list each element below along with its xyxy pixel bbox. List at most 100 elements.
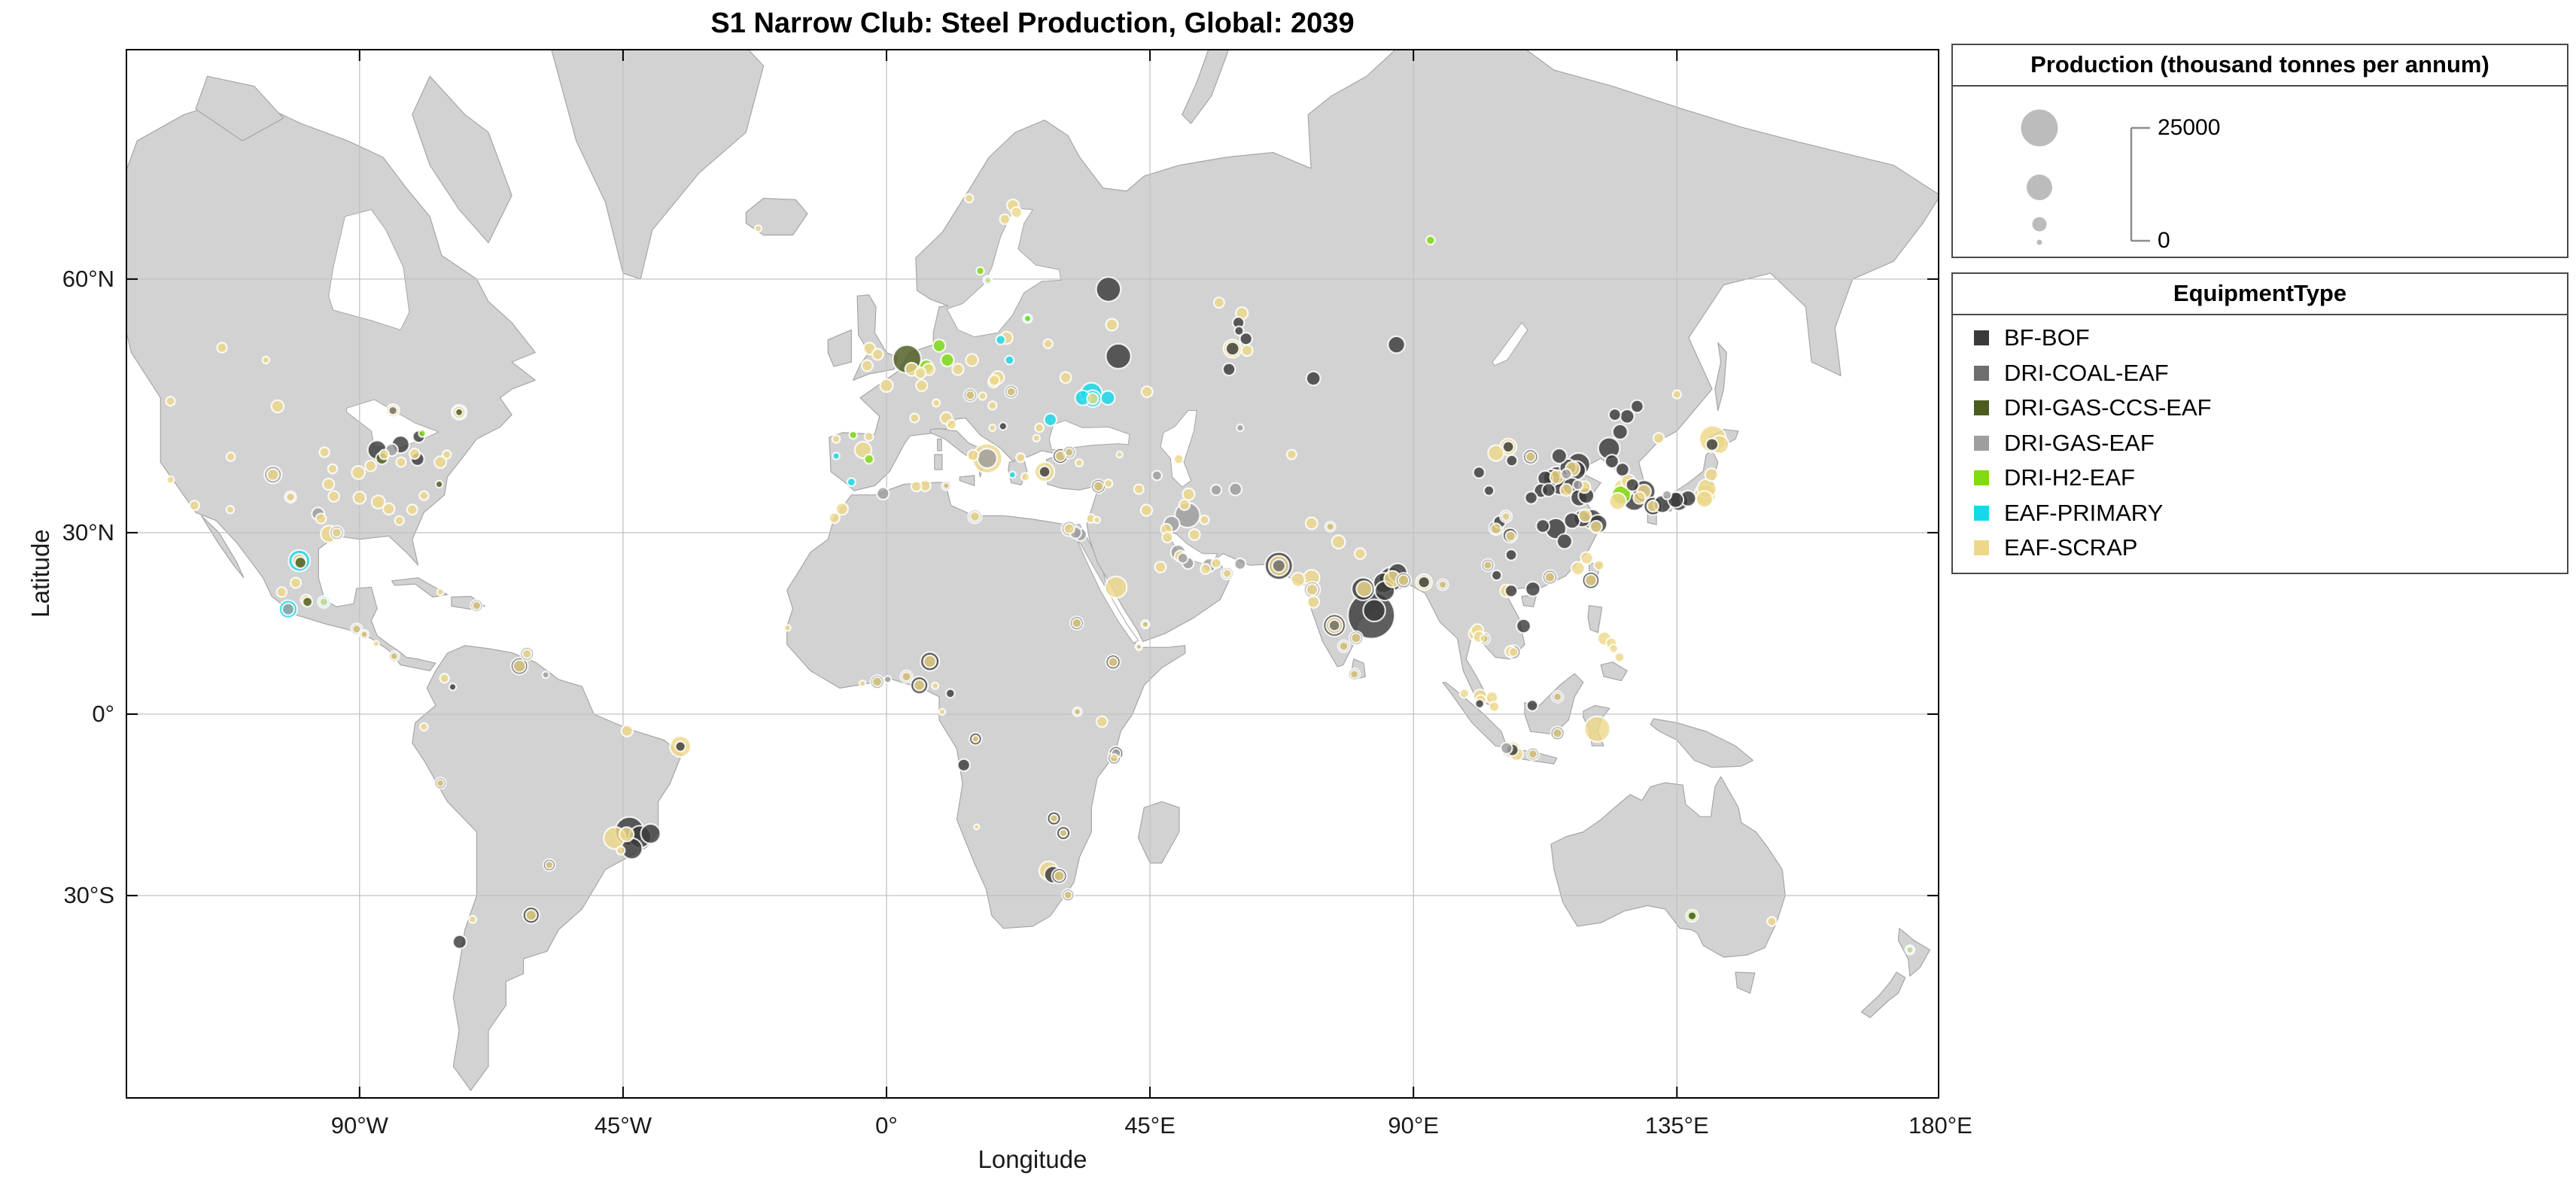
bubble-DRI-H2-EAF — [418, 429, 427, 438]
bubble-EAF-SCRAP — [909, 412, 920, 424]
bubble-EAF-SCRAP — [382, 502, 396, 516]
bubble-EAF-SCRAP — [1704, 467, 1719, 482]
bubble-DRI-H2-EAF — [932, 339, 947, 353]
bubble-DRI-H2-EAF — [940, 352, 955, 368]
bubble-EAF-SCRAP — [1063, 447, 1075, 458]
bubble-EAF-SCRAP — [360, 630, 369, 639]
bubble-EAF-SCRAP — [945, 418, 957, 430]
bubble-EAF-PRIMARY — [846, 477, 856, 488]
bubble-BF-BOF — [1472, 466, 1486, 479]
bubble-BF-BOF — [1524, 491, 1538, 505]
production-bubbles — [165, 193, 1916, 956]
bubble-DRI-GAS-EAF — [976, 447, 998, 470]
bubble-EAF-SCRAP — [327, 490, 341, 503]
bubble-EAF-SCRAP — [858, 680, 867, 688]
bubble-EAF-SCRAP — [1608, 643, 1620, 654]
bubble-EAF-SCRAP — [1488, 701, 1501, 713]
bubble-BF-BOF — [1474, 698, 1485, 710]
bubble-EAF-SCRAP — [442, 449, 452, 460]
bubble-DRI-GAS-CCS-EAF — [455, 407, 464, 417]
bubble-EAF-SCRAP — [395, 456, 407, 468]
bubble-EAF-SCRAP — [1306, 594, 1321, 609]
bubble-DRI-GAS-EAF — [541, 670, 550, 680]
bubble-EAF-SCRAP — [1349, 669, 1360, 680]
bubble-BF-BOF — [1483, 485, 1495, 497]
bubble-EAF-SCRAP — [1652, 432, 1665, 445]
bubble-EAF-SCRAP — [372, 640, 380, 648]
bubble-EAF-SCRAP — [439, 673, 450, 684]
axis-box — [126, 49, 1939, 1099]
bubble-BF-BOF — [1095, 276, 1122, 303]
x-tick-45°W: 45°W — [594, 1112, 652, 1139]
bubble-EAF-SCRAP — [1589, 519, 1603, 534]
legend-swatch-EAF-PRIMARY — [1974, 505, 1989, 521]
bubble-EAF-SCRAP — [1584, 573, 1598, 587]
equipment-type-legend: EquipmentType BF-BOF DRI-COAL-EAF DRI-GAS-… — [1951, 272, 2568, 574]
legend-item-DRI-GAS-EAF: DRI-GAS-EAF — [1953, 426, 2567, 461]
bubble-EAF-SCRAP — [914, 379, 929, 393]
bubble-EAF-SCRAP — [999, 213, 1011, 225]
legend-swatch-BF-BOF — [1974, 330, 1989, 345]
bubble-EAF-SCRAP — [1580, 551, 1594, 565]
bubble-EAF-SCRAP — [1240, 344, 1254, 357]
size-legend-title: Production (thousand tonnes per annum) — [1953, 45, 2567, 87]
bubble-EAF-SCRAP — [1172, 453, 1185, 465]
bubble-EAF-SCRAP — [1020, 472, 1030, 482]
bubble-EAF-SCRAP — [1135, 643, 1142, 651]
bubble-EAF-SCRAP — [971, 734, 981, 743]
bubble-EAF-SCRAP — [754, 224, 763, 233]
bubble-EAF-SCRAP — [1285, 448, 1297, 461]
bubble-DRI-GAS-EAF — [1209, 483, 1223, 497]
bubble-EAF-SCRAP — [1507, 646, 1519, 658]
bubble-DRI-GAS-EAF — [281, 602, 295, 616]
bubble-BF-BOF — [674, 740, 686, 753]
bubble-EAF-SCRAP — [951, 363, 965, 376]
bubble-EAF-SCRAP — [871, 348, 884, 361]
bubble-BF-BOF — [1504, 584, 1519, 598]
bubble-EAF-SCRAP — [931, 681, 940, 690]
bubble-BF-BOF — [1607, 408, 1622, 422]
bubble-EAF-SCRAP — [1290, 571, 1306, 588]
bubble-EAF-SCRAP — [1527, 749, 1538, 759]
size-legend-bubble — [2027, 175, 2052, 200]
bubble-BF-BOF — [1516, 618, 1531, 634]
bubble-EAF-SCRAP — [783, 624, 792, 632]
bubble-DRI-COAL-EAF — [1271, 558, 1286, 573]
bubble-BF-BOF — [1540, 482, 1556, 497]
bubble-EAF-SCRAP — [1141, 620, 1150, 628]
chart-title: S1 Narrow Club: Steel Production, Global… — [710, 8, 1355, 39]
bubble-DRI-GAS-EAF — [876, 486, 890, 501]
x-axis-label: Longitude — [978, 1145, 1087, 1173]
size-legend-bubble — [2036, 239, 2042, 245]
legend-label-EAF-PRIMARY: EAF-PRIMARY — [2004, 499, 2164, 526]
bubble-EAF-SCRAP — [914, 366, 927, 380]
legend-label-EAF-SCRAP: EAF-SCRAP — [2004, 534, 2138, 561]
bubble-DRI-GAS-EAF — [1500, 741, 1513, 756]
bubble-BF-BOF — [1501, 440, 1515, 454]
bubble-EAF-SCRAP — [1092, 480, 1105, 493]
bubble-EAF-SCRAP — [468, 914, 478, 924]
size-legend-max-label: 25000 — [2158, 115, 2221, 140]
y-tick-30°N: 30°N — [62, 518, 114, 546]
bubble-EAF-SCRAP — [418, 490, 430, 501]
size-legend-min-label: 0 — [2158, 228, 2170, 253]
bubble-EAF-SCRAP — [1188, 528, 1201, 541]
land-masses — [126, 49, 1939, 1091]
bubble-EAF-SCRAP — [978, 391, 987, 401]
bubble-EAF-SCRAP — [1103, 478, 1114, 488]
bubble-EAF-SCRAP — [1053, 869, 1066, 882]
bubble-EAF-SCRAP — [512, 658, 527, 673]
bubble-EAF-SCRAP — [1063, 889, 1073, 900]
bubble-EAF-SCRAP — [1355, 580, 1373, 598]
bubble-EAF-SCRAP — [408, 447, 421, 460]
bubble-EAF-SCRAP — [1105, 318, 1119, 332]
x-tick-45°E: 45°E — [1124, 1112, 1175, 1139]
bubble-EAF-SCRAP — [987, 400, 998, 411]
bubble-EAF-SCRAP — [1671, 389, 1682, 400]
bubble-DRI-GAS-CCS-EAF — [434, 479, 444, 489]
bubble-EAF-SCRAP — [352, 491, 367, 505]
bubble-DRI-GAS-EAF — [1560, 467, 1573, 480]
bubble-BF-BOF — [448, 683, 458, 692]
bubble-EAF-PRIMARY — [1004, 354, 1015, 366]
bubble-EAF-SCRAP — [863, 431, 874, 442]
